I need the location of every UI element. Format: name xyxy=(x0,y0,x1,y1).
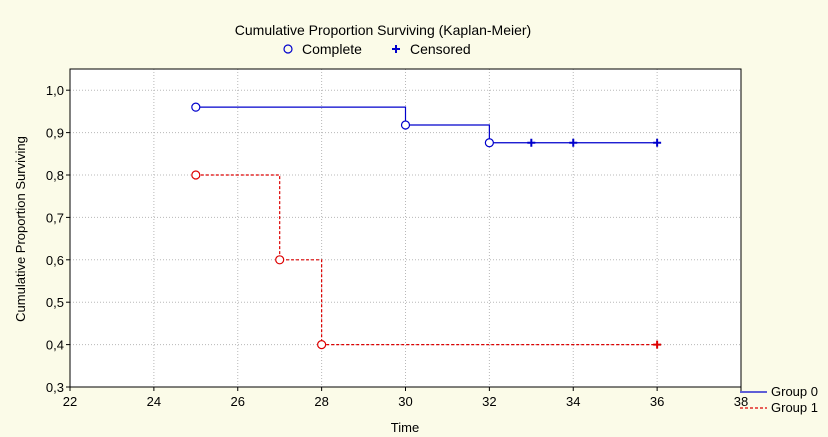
censored-point xyxy=(653,340,662,349)
y-axis-label: Cumulative Proportion Surviving xyxy=(13,136,28,322)
censored-point xyxy=(653,138,662,147)
chart-title: Cumulative Proportion Surviving (Kaplan-… xyxy=(235,22,531,38)
complete-point xyxy=(317,340,327,350)
x-tick-label: 30 xyxy=(398,394,412,409)
x-tick-label: 36 xyxy=(650,394,664,409)
x-tick-label: 34 xyxy=(566,394,580,409)
y-tick-label: 1,0 xyxy=(46,83,64,98)
x-tick-label: 32 xyxy=(482,394,496,409)
y-tick-label: 0,5 xyxy=(46,295,64,310)
complete-point xyxy=(191,102,201,112)
marker-legend-complete-label: Complete xyxy=(302,41,362,57)
censored-point xyxy=(569,138,578,147)
series-legend: Group 0 Group 1 xyxy=(740,384,818,415)
x-tick-label: 26 xyxy=(231,394,245,409)
y-axis-ticks: 0,3 0,4 0,5 0,6 0,7 0,8 0,9 1,0 xyxy=(46,83,70,395)
y-tick-label: 0,8 xyxy=(46,168,64,183)
x-tick-label: 22 xyxy=(63,394,77,409)
y-tick-label: 0,7 xyxy=(46,210,64,225)
complete-marker-icon xyxy=(283,44,293,54)
y-tick-label: 0,4 xyxy=(46,338,64,353)
x-tick-label: 24 xyxy=(147,394,161,409)
series-line-group-0 xyxy=(195,106,658,144)
complete-point xyxy=(484,138,494,148)
y-tick-label: 0,3 xyxy=(46,380,64,395)
y-tick-label: 0,9 xyxy=(46,126,64,141)
x-tick-label: 38 xyxy=(734,394,748,409)
complete-point xyxy=(191,170,201,180)
censored-marker-icon xyxy=(392,45,400,53)
complete-point xyxy=(400,120,411,130)
x-axis-ticks: 22 24 26 28 30 32 34 36 38 xyxy=(63,387,748,409)
x-axis-label: Time xyxy=(391,420,419,435)
series-layer xyxy=(191,102,662,350)
x-tick-label: 28 xyxy=(314,394,328,409)
complete-point xyxy=(275,255,285,265)
y-tick-label: 0,6 xyxy=(46,253,64,268)
legend-group-0-label: Group 0 xyxy=(771,384,818,399)
censored-point xyxy=(527,138,536,147)
legend-group-1-label: Group 1 xyxy=(771,400,818,415)
marker-legend-censored-label: Censored xyxy=(410,41,471,57)
marker-legend: Complete Censored xyxy=(283,41,471,57)
series-line-group-1 xyxy=(195,174,658,346)
